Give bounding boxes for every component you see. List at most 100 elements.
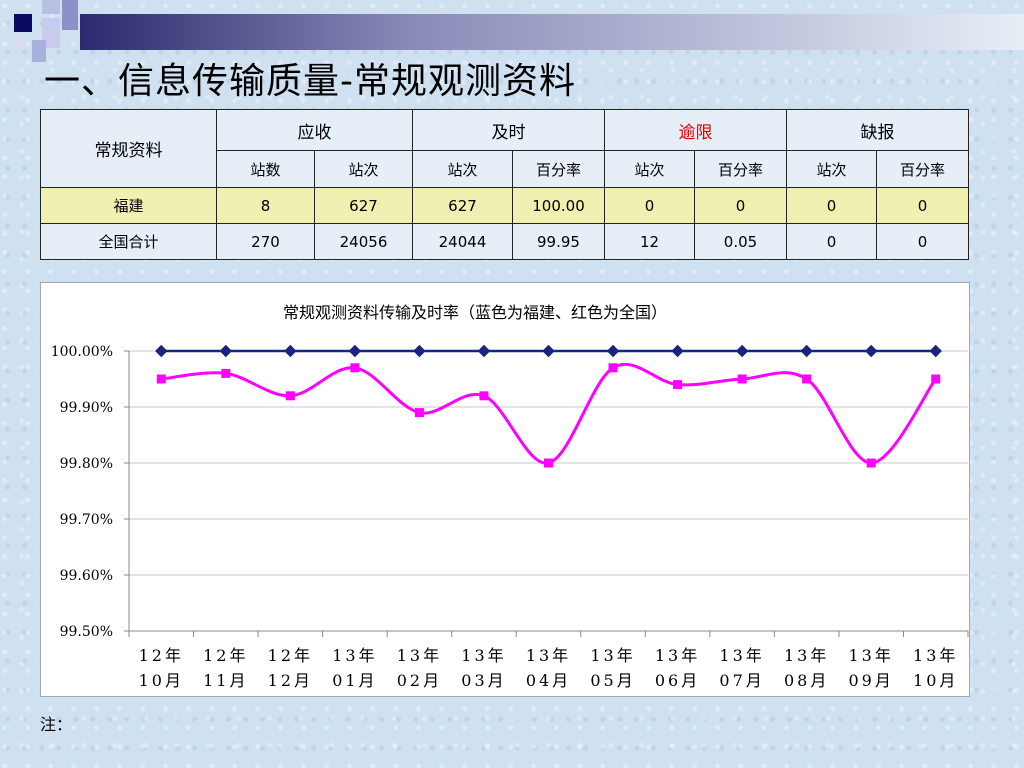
row-label: 福建 [40,187,217,224]
x-tick-label: 11月 [203,671,248,690]
subheader: 站次 [314,150,413,188]
table-cell: 0 [694,187,787,224]
table-cell: 99.95 [512,223,605,260]
data-point-diamond [284,344,297,358]
data-point-square [350,363,360,373]
table-cell: 627 [412,187,513,224]
table-cell: 0 [786,187,877,224]
table-corner-header: 常规资料 [40,109,217,188]
x-tick-label: 13年 [461,646,506,665]
data-point-diamond [606,344,620,358]
data-point-diamond [413,344,426,358]
data-point-diamond [800,344,813,358]
data-point-diamond [864,344,878,358]
line-chart: 常规观测资料传输及时率（蓝色为福建、红色为全国） 100.00% 99.90% 99.… [51,303,969,690]
subheader: 站次 [604,150,695,188]
data-point-diamond [671,344,684,358]
table-cell: 12 [604,223,695,260]
x-tick-label: 13年 [332,646,377,665]
data-point-square [737,374,747,384]
subheader: 站次 [412,150,513,188]
x-tick-label: 12年 [268,646,313,665]
table-cell: 0 [786,223,877,260]
x-tick-label: 06月 [655,671,700,690]
footnote: 注： [40,715,73,734]
table-cell: 24044 [412,223,513,260]
x-tick-label: 12年 [139,646,184,665]
x-tick-label: 05月 [590,671,635,690]
x-tick-label: 13年 [719,646,764,665]
data-point-diamond [542,344,555,358]
slide-title: 一、信息传输质量-常规观测资料 [44,61,576,102]
data-point-square [156,374,166,384]
table-cell: 0 [604,187,695,224]
group-header-ontime: 及时 [412,109,605,151]
data-point-square [931,374,941,384]
table-cell: 0.05 [694,223,787,260]
x-tick-label: 12年 [203,646,248,665]
x-tick-label: 13年 [590,646,635,665]
chart-panel: 常规观测资料传输及时率（蓝色为福建、红色为全国） 100.00% 99.90% 99.… [40,282,970,697]
x-tick-label: 04月 [526,671,571,690]
y-tick-label: 99.90% [60,400,113,416]
deco-square [42,0,60,14]
x-tick-label: 10月 [913,671,958,690]
table-row: 福建 8 627 627 100.00 0 0 0 0 [40,187,969,224]
x-tick-label: 09月 [849,671,894,690]
data-point-square [285,391,295,401]
x-tick-label: 13年 [913,646,958,665]
subheader: 百分率 [876,150,969,188]
y-tick-label: 99.60% [60,568,113,584]
x-tick-label: 13年 [397,646,442,665]
table-row: 全国合计 270 24056 24044 99.95 12 0.05 0 0 [40,223,969,260]
data-point-square [479,391,489,401]
x-tick-label: 12月 [268,671,313,690]
x-tick-label: 01月 [332,671,377,690]
x-tick-label: 07月 [719,671,764,690]
y-tick-label: 99.80% [60,456,113,472]
title-band [80,14,1024,50]
data-point-square [414,408,424,418]
transmission-table: 常规资料 应收 及时 逾限 缺报 站数 站次 站次 百分率 站次 百分率 站次 … [40,109,969,260]
table-cell: 100.00 [512,187,605,224]
x-tick-label: 08月 [784,671,829,690]
group-header-receivable: 应收 [216,109,413,151]
data-point-diamond [929,344,942,358]
data-point-square [673,380,683,390]
series-line-1 [161,362,937,465]
x-tick-label: 10月 [139,671,184,690]
x-tick-label: 13年 [526,646,571,665]
x-tick-label: 03月 [461,671,506,690]
table-cell: 24056 [314,223,413,260]
data-point-square [221,368,231,378]
data-point-diamond [219,344,233,358]
data-point-square [608,363,618,373]
subheader: 百分率 [512,150,605,188]
table-cell: 0 [876,187,969,224]
deco-square [14,14,32,32]
decorative-header [0,0,1024,68]
y-tick-label: 99.70% [60,512,113,528]
x-tick-label: 13年 [784,646,829,665]
table-cell: 0 [876,223,969,260]
data-point-square [802,374,812,384]
y-tick-label: 100.00% [51,344,113,360]
group-header-missing: 缺报 [786,109,969,151]
subheader: 站数 [216,150,315,188]
subheader: 站次 [786,150,877,188]
table-cell: 270 [216,223,315,260]
deco-square [62,0,78,30]
data-point-square [544,458,553,468]
y-tick-label: 99.50% [60,624,113,640]
table-cell: 627 [314,187,413,224]
data-point-diamond [477,344,491,358]
chart-title: 常规观测资料传输及时率（蓝色为福建、红色为全国） [283,303,667,322]
x-tick-label: 13年 [655,646,700,665]
deco-square [32,40,46,62]
group-header-overdue: 逾限 [604,109,787,151]
deco-square [14,36,26,48]
data-point-diamond [155,344,168,358]
subheader: 百分率 [694,150,787,188]
table-cell: 8 [216,187,315,224]
x-tick-label: 13年 [849,646,894,665]
